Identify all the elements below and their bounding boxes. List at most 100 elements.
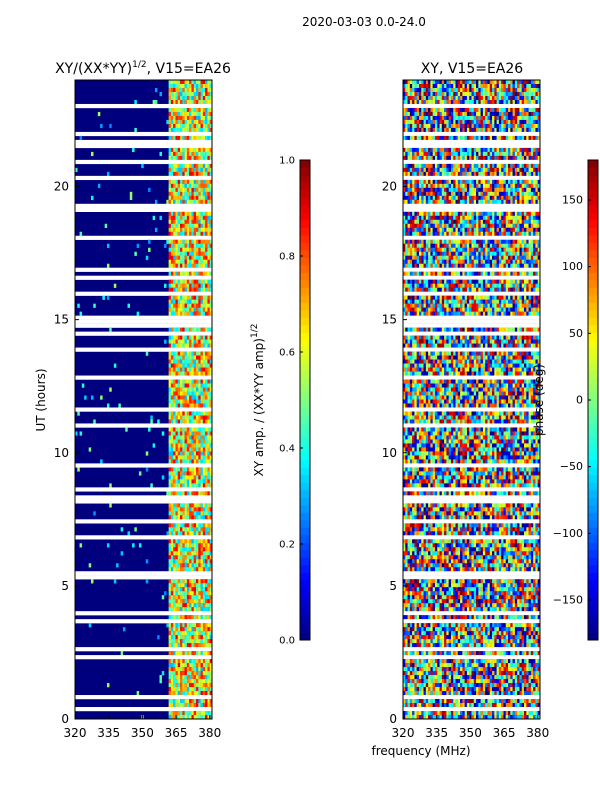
heatmap-cell: [448, 251, 452, 256]
heatmap-cell: [200, 683, 204, 688]
heatmap-cell: [416, 219, 420, 224]
heatmap-cell: [409, 163, 413, 169]
heatmap-cell: [182, 227, 185, 232]
heatmap-cell: [209, 227, 213, 232]
heatmap-cell: [180, 211, 183, 216]
heatmap-cell: [175, 223, 178, 228]
heatmap-cell: [414, 179, 417, 185]
heatmap-cell: [418, 123, 422, 129]
heatmap-cell: [193, 163, 197, 169]
heatmap-cell: [198, 583, 201, 588]
heatmap-cell: [177, 399, 181, 404]
heatmap-cell: [184, 215, 188, 220]
heatmap-cell: [489, 259, 493, 264]
heatmap-cell: [432, 83, 436, 89]
heatmap-cell: [403, 247, 406, 252]
heatmap-cell: [177, 355, 181, 360]
heatmap-cell: [444, 195, 447, 201]
heatmap-cell: [184, 343, 188, 348]
heatmap-cell: [175, 583, 178, 588]
heatmap-cell: [494, 111, 497, 117]
heatmap-cell: [471, 227, 474, 232]
heatmap-cell: [180, 219, 183, 224]
heatmap-cell: [198, 399, 201, 404]
heatmap-cell: [416, 119, 420, 125]
colorbar-tick-label: 0.4: [279, 444, 295, 455]
heatmap-cell: [437, 223, 440, 228]
heatmap-cell: [462, 179, 465, 185]
heatmap-cell: [175, 579, 178, 584]
heatmap-cell: [430, 155, 433, 161]
heatmap-cell: [446, 187, 449, 193]
colorbar-step: [300, 370, 310, 378]
heatmap-cell: [205, 231, 208, 236]
heatmap-cell: [409, 179, 413, 185]
heatmap-cell: [489, 195, 493, 201]
heatmap-cell: [184, 211, 188, 216]
heatmap-cell: [501, 123, 504, 129]
heatmap-cell: [198, 415, 201, 420]
heatmap-cell: [198, 87, 201, 93]
heatmap-cell: [476, 115, 479, 121]
heatmap-cell: [446, 123, 449, 129]
heatmap-cell: [207, 115, 210, 121]
heatmap-cell: [209, 639, 213, 644]
heatmap-cell: [193, 195, 197, 201]
heatmap-cell: [141, 163, 144, 169]
heatmap-cell: [533, 155, 536, 161]
heatmap-cell: [175, 651, 178, 656]
heatmap-cell: [412, 255, 415, 260]
heatmap-cell: [198, 135, 201, 141]
heatmap-cell: [186, 439, 190, 444]
heatmap-cell: [209, 675, 213, 680]
heatmap-cell: [202, 311, 206, 316]
heatmap-cell: [207, 427, 210, 432]
heatmap-cell: [173, 247, 176, 252]
heatmap-cell: [521, 183, 525, 189]
heatmap-cell: [480, 243, 484, 248]
heatmap-cell: [186, 327, 190, 332]
heatmap-cell: [508, 255, 511, 260]
heatmap-cell: [514, 211, 518, 216]
heatmap-cell: [455, 179, 458, 185]
heatmap-cell: [182, 527, 185, 532]
heatmap-cell: [482, 127, 486, 133]
heatmap-cell: [535, 183, 538, 189]
heatmap-cell: [184, 539, 188, 544]
heatmap-cell: [460, 155, 463, 161]
heatmap-cell: [205, 351, 208, 356]
heatmap-cell: [403, 83, 406, 89]
heatmap-cell: [200, 563, 204, 568]
heatmap-cell: [207, 511, 210, 516]
heatmap-cell: [478, 87, 481, 93]
heatmap-cell: [501, 135, 504, 141]
heatmap-cell: [184, 607, 188, 612]
heatmap-cell: [202, 679, 206, 684]
heatmap-cell: [182, 127, 185, 133]
heatmap-cell: [177, 651, 181, 656]
heatmap-cell: [207, 359, 210, 364]
heatmap-cell: [184, 555, 188, 560]
heatmap-cell: [209, 591, 213, 596]
heatmap-cell: [182, 179, 185, 185]
heatmap-cell: [409, 231, 413, 236]
heatmap-cell: [441, 259, 445, 264]
heatmap-cell: [189, 371, 192, 376]
heatmap-cell: [480, 163, 484, 169]
heatmap-cell: [462, 99, 465, 105]
heatmap-cell: [205, 683, 208, 688]
heatmap-cell: [168, 679, 172, 684]
heatmap-cell: [168, 467, 172, 472]
heatmap-cell: [198, 387, 201, 392]
heatmap-cell: [530, 107, 534, 113]
heatmap-cell: [209, 671, 213, 676]
heatmap-cell: [405, 80, 408, 85]
heatmap-cell: [173, 259, 176, 264]
heatmap-cell: [182, 367, 185, 372]
heatmap-cell: [428, 151, 431, 157]
flagged-row: [75, 331, 212, 336]
colorbar-step: [300, 190, 310, 198]
heatmap-cell: [180, 419, 183, 424]
heatmap-cell: [460, 247, 463, 252]
heatmap-cell: [455, 231, 458, 236]
